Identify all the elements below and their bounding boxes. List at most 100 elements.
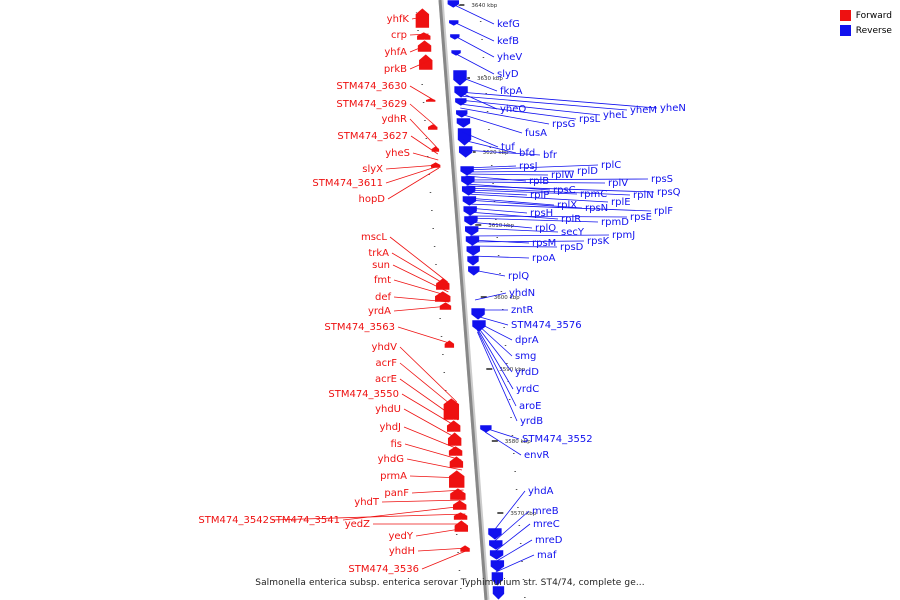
reverse-feature[interactable]	[450, 49, 462, 57]
gene-label[interactable]: rpmC	[580, 189, 607, 200]
reverse-feature[interactable]	[490, 559, 505, 573]
gene-label[interactable]: rpmJ	[612, 230, 635, 241]
forward-feature[interactable]	[425, 97, 436, 103]
reverse-feature[interactable]	[492, 585, 505, 600]
gene-label[interactable]: yheO	[500, 104, 526, 115]
gene-label[interactable]: rplW	[551, 170, 574, 181]
gene-label[interactable]: STM474_3563	[324, 322, 395, 333]
gene-label[interactable]: rplB	[529, 176, 549, 187]
gene-label[interactable]: yedZ	[345, 519, 370, 530]
gene-label[interactable]: rplC	[601, 160, 621, 171]
gene-label[interactable]: rplO	[535, 223, 556, 234]
gene-label[interactable]: yhdA	[528, 486, 554, 497]
reverse-feature[interactable]	[460, 175, 476, 187]
gene-label[interactable]: hopD	[358, 194, 385, 205]
gene-label[interactable]: acrF	[376, 358, 398, 369]
reverse-feature[interactable]	[489, 549, 504, 561]
gene-label[interactable]: STM474_3541	[269, 515, 340, 526]
gene-label[interactable]: yhdT	[354, 497, 380, 508]
gene-label[interactable]: rpsK	[587, 236, 610, 247]
gene-label[interactable]: rplP	[530, 190, 549, 201]
gene-label[interactable]: STM474_3629	[336, 99, 407, 110]
gene-label[interactable]: mreD	[535, 535, 563, 546]
gene-label[interactable]: yrdD	[515, 367, 539, 378]
forward-feature[interactable]	[448, 445, 463, 457]
reverse-feature[interactable]	[462, 205, 478, 217]
gene-label[interactable]: rplR	[561, 214, 581, 225]
legend-item-forward[interactable]: Forward	[839, 8, 892, 23]
gene-label[interactable]: dprA	[515, 335, 539, 346]
gene-label[interactable]: STM474_3552	[522, 434, 593, 445]
gene-label[interactable]: rpsN	[585, 203, 608, 214]
gene-label[interactable]: STM474_3611	[312, 178, 383, 189]
gene-label[interactable]: rpsH	[530, 208, 553, 219]
gene-label[interactable]: yrdC	[516, 384, 539, 395]
gene-label[interactable]: STM474_3576	[511, 320, 582, 331]
gene-label[interactable]: fis	[390, 439, 402, 450]
forward-feature[interactable]	[448, 469, 466, 489]
reverse-feature[interactable]	[452, 69, 468, 87]
gene-label[interactable]: rplD	[577, 166, 598, 177]
gene-label[interactable]: maf	[537, 550, 557, 561]
gene-label[interactable]: yhdJ	[379, 422, 401, 433]
gene-label[interactable]: yheV	[497, 52, 522, 63]
forward-feature[interactable]	[427, 123, 439, 131]
gene-label[interactable]: yrdA	[368, 306, 391, 317]
gene-label[interactable]: kefG	[497, 19, 520, 30]
forward-feature[interactable]	[452, 499, 468, 511]
gene-label[interactable]: STM474_3627	[337, 131, 408, 142]
gene-label[interactable]: trkA	[368, 248, 389, 259]
forward-feature[interactable]	[449, 455, 464, 469]
gene-label[interactable]: mreC	[533, 519, 560, 530]
gene-label[interactable]: rpsD	[560, 242, 584, 253]
legend-item-reverse[interactable]: Reverse	[839, 23, 892, 38]
gene-label[interactable]: panF	[384, 488, 409, 499]
gene-label[interactable]: fmt	[374, 275, 391, 286]
gene-label[interactable]: rpsE	[630, 212, 652, 223]
gene-label[interactable]: rplN	[633, 190, 654, 201]
gene-label[interactable]: rpsS	[651, 174, 673, 185]
forward-feature[interactable]	[415, 7, 430, 29]
gene-label[interactable]: yhdG	[378, 454, 404, 465]
gene-label[interactable]: rpsJ	[519, 161, 538, 172]
reverse-feature[interactable]	[467, 265, 481, 277]
forward-feature[interactable]	[431, 145, 440, 153]
gene-label[interactable]: slyD	[497, 69, 519, 80]
gene-label[interactable]: yhdN	[509, 288, 535, 299]
gene-label[interactable]: secY	[561, 227, 585, 238]
gene-label[interactable]: sun	[372, 260, 390, 271]
gene-label[interactable]: prmA	[380, 471, 407, 482]
reverse-feature[interactable]	[464, 225, 480, 237]
reverse-feature[interactable]	[465, 235, 480, 247]
gene-label[interactable]: slyX	[362, 164, 383, 175]
gene-label[interactable]: yhdH	[389, 546, 415, 557]
gene-label[interactable]: acrE	[375, 374, 397, 385]
gene-label[interactable]: yheL	[603, 110, 627, 121]
gene-label[interactable]: yhdU	[375, 404, 401, 415]
reverse-feature[interactable]	[465, 245, 481, 257]
gene-label[interactable]: crp	[391, 30, 407, 41]
gene-label[interactable]: aroE	[519, 401, 541, 412]
reverse-feature[interactable]	[466, 255, 480, 267]
gene-label[interactable]: fusA	[525, 128, 547, 139]
gene-label[interactable]: mreB	[532, 506, 559, 517]
gene-label[interactable]: rplQ	[508, 271, 529, 282]
gene-label[interactable]: STM474_3536	[348, 564, 419, 575]
gene-label[interactable]: envR	[524, 450, 549, 461]
gene-label[interactable]: yheN	[660, 103, 686, 114]
gene-label[interactable]: rplF	[654, 206, 673, 217]
gene-label[interactable]: zntR	[511, 305, 534, 316]
gene-label[interactable]: rpsQ	[657, 187, 681, 198]
reverse-feature[interactable]	[449, 33, 461, 41]
gene-label[interactable]: bfr	[543, 150, 558, 161]
gene-label[interactable]: yedY	[388, 531, 413, 542]
reverse-feature[interactable]	[491, 571, 504, 587]
gene-label[interactable]: ydhR	[381, 114, 407, 125]
gene-label[interactable]: rpoA	[532, 253, 556, 264]
gene-label[interactable]: yhfK	[387, 14, 410, 25]
gene-label[interactable]: yhfA	[384, 47, 407, 58]
gene-label[interactable]: rpsC	[553, 185, 576, 196]
gene-label[interactable]: rplV	[608, 178, 628, 189]
forward-feature[interactable]	[453, 511, 468, 521]
gene-label[interactable]: yhdV	[372, 342, 398, 353]
